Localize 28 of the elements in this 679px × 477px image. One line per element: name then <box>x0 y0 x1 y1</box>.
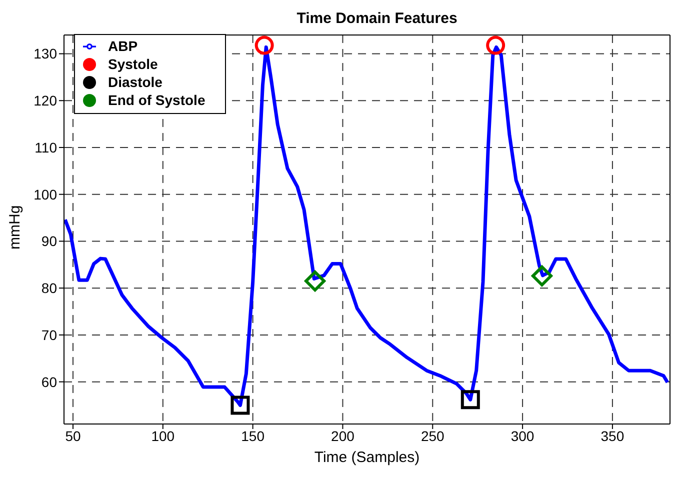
x-tick-label: 300 <box>510 428 534 444</box>
point <box>304 270 326 292</box>
x-tick-label: 50 <box>65 428 81 444</box>
x-tick-label: 200 <box>331 428 355 444</box>
point <box>460 390 480 410</box>
x-tick-label: 100 <box>151 428 175 444</box>
point <box>486 36 506 55</box>
y-tick-label: 100 <box>34 186 58 202</box>
legend-label: End of Systole <box>108 92 206 108</box>
legend-label: Systole <box>108 56 158 72</box>
legend-label: Diastole <box>108 74 162 90</box>
y-tick-label: 120 <box>34 92 58 109</box>
point <box>254 36 274 55</box>
y-tick-label: 80 <box>41 280 58 296</box>
y-axis-title: mmHg <box>6 205 24 250</box>
x-axis-title: Time (Samples) <box>314 449 420 466</box>
y-tick-label: 60 <box>41 374 58 390</box>
x-tick-label: 350 <box>600 428 624 444</box>
point <box>531 265 552 286</box>
y-tick-label: 110 <box>34 139 58 156</box>
y-tick-label: 130 <box>34 46 58 62</box>
point <box>230 396 250 415</box>
chart-title: Time Domain Features <box>296 10 458 27</box>
x-tick-label: 250 <box>420 428 445 444</box>
x-tick-label: 150 <box>241 428 265 444</box>
y-tick-label: 90 <box>41 233 58 250</box>
legend-label: ABP <box>108 38 138 54</box>
y-tick-label: 70 <box>41 326 58 343</box>
